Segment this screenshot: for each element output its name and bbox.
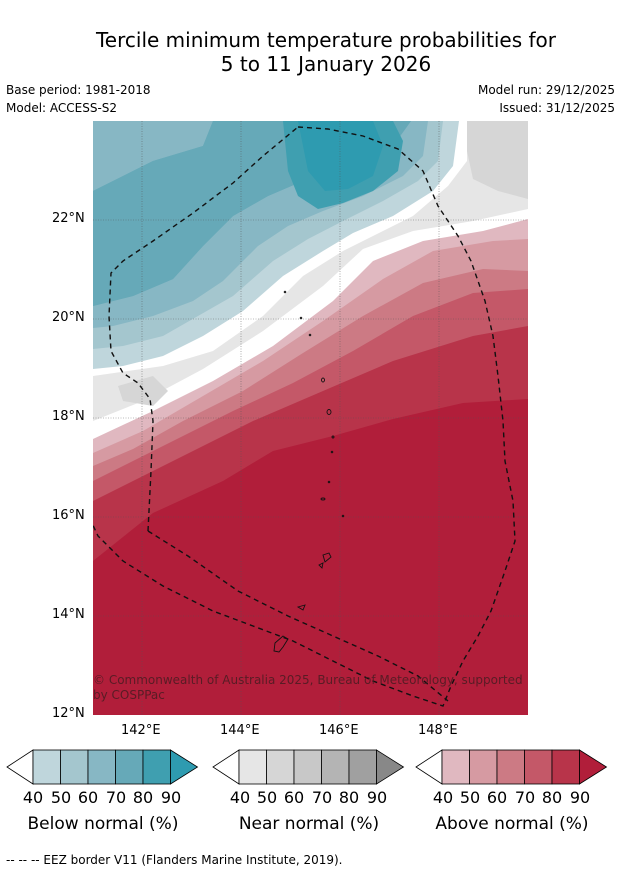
above-tick-60: 60 <box>486 788 508 807</box>
island <box>308 333 312 337</box>
island <box>330 450 334 454</box>
near-colorbar-segment-4 <box>321 749 350 785</box>
near-50-region-west <box>118 376 168 406</box>
chart-title: Tercile minimum temperature probabilitie… <box>0 28 621 76</box>
island-rota <box>296 604 306 611</box>
lat-label-18: 18°N <box>52 409 85 424</box>
meta-right: Model run: 29/12/2025 Issued: 31/12/2025 <box>478 81 615 117</box>
above-colorbar-segment-3 <box>496 749 525 785</box>
below-normal-label: Below normal (%) <box>27 814 179 834</box>
lon-label-146: 146°E <box>319 723 359 738</box>
above-normal-colorbar <box>415 749 608 785</box>
island <box>326 409 332 415</box>
above-tick-50: 50 <box>459 788 481 807</box>
probability-map: © Commonwealth of Australia 2025, Bureau… <box>93 121 528 715</box>
mariana-islands <box>273 290 345 653</box>
lat-label-14: 14°N <box>52 607 85 622</box>
below-normal-colorbar <box>6 749 199 785</box>
near-colorbar-segment-3 <box>293 749 322 785</box>
near-tick-50: 50 <box>256 788 278 807</box>
title-line-2: 5 to 11 January 2026 <box>220 52 432 76</box>
near-50-region-east <box>467 121 528 199</box>
lon-label-144: 144°E <box>220 723 260 738</box>
island <box>341 514 345 518</box>
above-tick-40: 40 <box>432 788 454 807</box>
above-tick-70: 70 <box>514 788 536 807</box>
below-colorbar-high-arrow <box>170 749 199 785</box>
island-guam <box>273 635 289 653</box>
near-colorbar-low-arrow <box>212 749 240 785</box>
title-line-1: Tercile minimum temperature probabilitie… <box>95 28 557 52</box>
base-period-text: Base period: 1981-2018 <box>6 83 151 97</box>
above-colorbar-low-arrow <box>415 749 443 785</box>
lon-label-142: 142°E <box>121 723 161 738</box>
island <box>320 497 326 501</box>
island <box>331 435 335 439</box>
eez-border <box>93 126 516 707</box>
meta-left: Base period: 1981-2018 Model: ACCESS-S2 <box>6 81 151 117</box>
island <box>321 377 325 383</box>
near-tick-40: 40 <box>229 788 251 807</box>
model-text: Model: ACCESS-S2 <box>6 101 118 115</box>
above-colorbar-segment-1 <box>441 749 470 785</box>
below-colorbar-low-arrow <box>6 749 34 785</box>
above-tick-80: 80 <box>541 788 563 807</box>
above-tick-90: 90 <box>569 788 591 807</box>
lat-label-12: 12°N <box>52 706 85 721</box>
lat-label-16: 16°N <box>52 508 85 523</box>
near-tick-80: 80 <box>338 788 360 807</box>
eez-border-south <box>147 530 449 702</box>
below-90-region <box>298 121 383 191</box>
below-colorbar-segment-3 <box>87 749 116 785</box>
near-normal-colorbar <box>212 749 405 785</box>
above-normal-label: Above normal (%) <box>435 814 589 834</box>
lon-label-148: 148°E <box>418 723 458 738</box>
below-tick-50: 50 <box>50 788 72 807</box>
issued-text: Issued: 31/12/2025 <box>499 101 615 115</box>
near-colorbar-segment-2 <box>266 749 295 785</box>
lat-label-20: 20°N <box>52 310 85 325</box>
near-colorbar-segment-1 <box>238 749 267 785</box>
below-colorbar-segment-5 <box>142 749 171 785</box>
copyright-line-1: © Commonwealth of Australia 2025, Bureau… <box>93 673 523 687</box>
above-colorbar-high-arrow <box>579 749 608 785</box>
below-tick-80: 80 <box>132 788 154 807</box>
above-colorbar-segment-5 <box>551 749 580 785</box>
island-tinian <box>318 562 324 569</box>
island <box>283 290 287 294</box>
below-colorbar-segment-2 <box>60 749 89 785</box>
below-colorbar-segment-1 <box>32 749 61 785</box>
island-saipan <box>322 552 332 563</box>
lat-label-22: 22°N <box>52 211 85 226</box>
above-colorbar-segment-2 <box>469 749 498 785</box>
below-tick-60: 60 <box>77 788 99 807</box>
eez-footnote: -- -- -- EEZ border V11 (Flanders Marine… <box>6 853 343 867</box>
near-colorbar-segment-5 <box>348 749 377 785</box>
near-tick-60: 60 <box>283 788 305 807</box>
model-run-text: Model run: 29/12/2025 <box>477 83 615 97</box>
above-colorbar-segment-4 <box>524 749 553 785</box>
below-tick-90: 90 <box>160 788 182 807</box>
near-normal-label: Near normal (%) <box>238 814 380 834</box>
island <box>327 480 331 484</box>
island <box>299 316 303 320</box>
graticule <box>93 121 528 715</box>
near-colorbar-high-arrow <box>376 749 405 785</box>
below-tick-40: 40 <box>22 788 44 807</box>
near-tick-70: 70 <box>311 788 333 807</box>
below-colorbar-segment-4 <box>115 749 144 785</box>
copyright-line-2: by COSPPac <box>93 688 165 702</box>
below-tick-70: 70 <box>105 788 127 807</box>
near-tick-90: 90 <box>366 788 388 807</box>
